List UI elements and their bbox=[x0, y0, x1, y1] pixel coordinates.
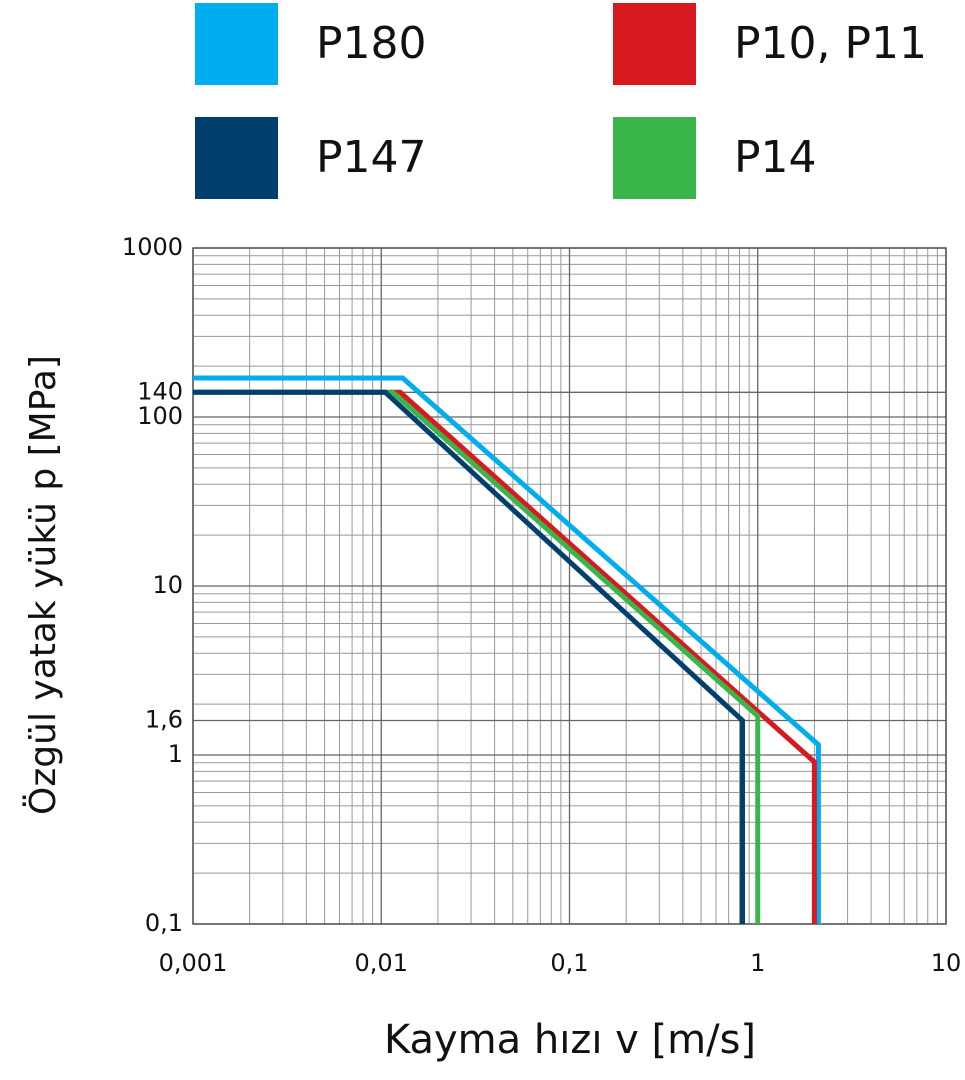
y-axis-label: Özgül yatak yükü p [MPa] bbox=[22, 355, 64, 815]
legend-swatch bbox=[613, 117, 696, 199]
x-axis-label: Kayma hızı v [m/s] bbox=[384, 1017, 756, 1063]
legend-label: P14 bbox=[734, 132, 817, 183]
series-line bbox=[193, 375, 821, 924]
series-line bbox=[193, 389, 746, 924]
y-tick-label: 1 bbox=[168, 740, 183, 768]
legend-label: P10, P11 bbox=[734, 18, 927, 69]
legend-label: P147 bbox=[316, 132, 427, 183]
x-tick-label: 0,1 bbox=[550, 949, 588, 977]
y-tick-label: 140 bbox=[137, 377, 183, 405]
y-tick-label: 1000 bbox=[122, 233, 183, 261]
legend-label: P180 bbox=[316, 18, 427, 69]
plot-frame bbox=[192, 247, 947, 925]
x-tick-label: 0,001 bbox=[159, 949, 228, 977]
legend-swatch bbox=[613, 3, 696, 85]
x-tick-label: 1 bbox=[750, 949, 765, 977]
y-tick-label: 1,6 bbox=[145, 706, 183, 734]
y-tick-label: 10 bbox=[152, 571, 183, 599]
y-tick-label: 0,1 bbox=[145, 909, 183, 937]
x-tick-label: 10 bbox=[931, 949, 962, 977]
y-tick-label: 100 bbox=[137, 402, 183, 430]
x-tick-label: 0,01 bbox=[355, 949, 408, 977]
legend-swatch bbox=[195, 117, 278, 199]
legend-swatch bbox=[195, 3, 278, 85]
